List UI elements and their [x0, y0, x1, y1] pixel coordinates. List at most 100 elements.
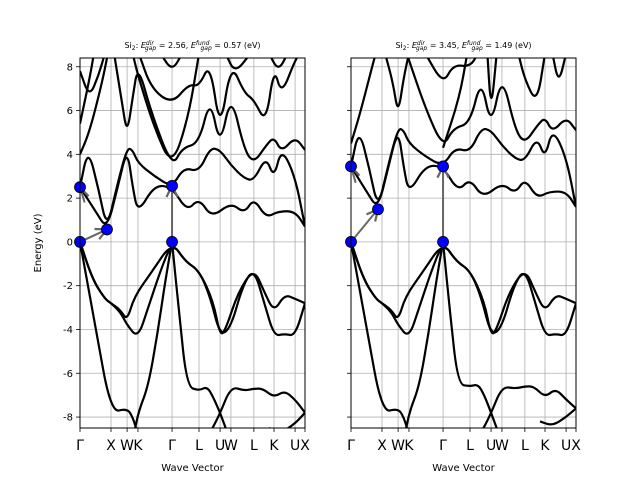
- title-part: = 0.57 (eV): [212, 41, 261, 50]
- axes-frame: [79, 57, 306, 429]
- x-tick-label: W: [391, 438, 405, 454]
- band-line: [351, 241, 409, 428]
- x-tick-label: W: [120, 438, 134, 454]
- title-part: :: [407, 41, 412, 50]
- band-line: [426, 58, 477, 80]
- bands-group: [351, 58, 576, 428]
- band-line: [80, 147, 305, 227]
- y-tick-label: 4: [67, 150, 73, 161]
- x-tick-label: L: [521, 438, 529, 454]
- band-line: [539, 407, 576, 426]
- x-tick-label: L: [466, 438, 474, 454]
- band-line: [80, 58, 105, 93]
- x-axis-label: Wave Vector: [161, 463, 224, 474]
- x-tick-label: X: [106, 438, 116, 454]
- axes-frame: [350, 57, 577, 429]
- x-tick-label: K: [133, 438, 143, 454]
- title-part: E: [462, 41, 468, 50]
- x-tick-label: U: [486, 438, 496, 454]
- x-tick-label: L: [195, 438, 203, 454]
- y-tick-label: 2: [67, 194, 73, 205]
- x-tick-label: U: [215, 438, 225, 454]
- band-line: [518, 58, 546, 97]
- y-tick-label: 8: [67, 62, 73, 73]
- x-tick-label: U: [561, 438, 571, 454]
- y-tick-label: 0: [67, 237, 73, 248]
- x-tick-label: K: [404, 438, 414, 454]
- title-part: gap: [471, 45, 482, 52]
- band-line: [441, 241, 498, 428]
- title-part: dir: [146, 40, 154, 47]
- title-part: gap: [416, 45, 427, 52]
- title-part: fund: [196, 40, 210, 47]
- title-part: dir: [417, 40, 425, 47]
- x-tick-label: Γ: [347, 438, 355, 454]
- band-line: [80, 241, 138, 428]
- band-line: [162, 58, 181, 68]
- band-edge-marker: [437, 236, 449, 248]
- title-part: :: [136, 41, 141, 50]
- title-part: 2: [403, 45, 407, 52]
- band-edge-marker: [166, 236, 178, 248]
- band-line: [441, 58, 468, 149]
- y-tick-label: -4: [63, 325, 73, 336]
- x-tick-label: L: [250, 438, 258, 454]
- band-line: [351, 241, 576, 335]
- x-tick-label: K: [540, 438, 550, 454]
- band-line: [385, 58, 410, 108]
- title-part: = 1.49 (eV): [483, 41, 532, 50]
- title-part: gap: [145, 45, 156, 52]
- x-tick-label: W: [224, 438, 238, 454]
- x-tick-label: X: [571, 438, 581, 454]
- band-line: [405, 241, 445, 428]
- band-line: [269, 411, 305, 428]
- band-edge-marker: [437, 160, 449, 173]
- title-part: = 3.45,: [427, 41, 462, 50]
- y-tick-label: -2: [63, 281, 73, 292]
- band-line: [132, 58, 200, 158]
- panel-title: Si2: Edir gap = 3.45, Efund gap = 1.49 (eV…: [395, 40, 531, 52]
- band-edge-marker: [166, 179, 178, 192]
- band-line: [211, 387, 305, 428]
- title-part: E: [412, 41, 418, 50]
- band-line: [351, 127, 576, 208]
- y-tick-label: 6: [67, 106, 73, 117]
- title-part: = 2.56,: [156, 41, 191, 50]
- band-edge-marker: [101, 223, 113, 236]
- band-line: [407, 58, 576, 143]
- y-tick-label: -6: [63, 369, 73, 380]
- y-tick-label: -8: [63, 413, 73, 424]
- title-part: Si: [124, 41, 131, 50]
- title-part: 2: [132, 45, 136, 52]
- band-line: [270, 58, 287, 68]
- band-line: [113, 58, 305, 162]
- title-part: fund: [467, 40, 481, 47]
- x-tick-label: K: [269, 438, 279, 454]
- band-edge-marker: [372, 203, 384, 216]
- band-line: [351, 58, 376, 144]
- band-line: [134, 241, 174, 428]
- title-part: E: [191, 41, 197, 50]
- x-tick-label: W: [495, 438, 509, 454]
- title-part: Si: [395, 41, 402, 50]
- band-line: [139, 58, 299, 117]
- x-tick-label: U: [290, 438, 300, 454]
- band-line: [80, 58, 109, 155]
- band-line: [482, 385, 576, 428]
- x-axis-label: Wave Vector: [432, 463, 495, 474]
- gap-arrow: [351, 209, 378, 243]
- title-part: gap: [200, 45, 211, 52]
- band-line: [80, 241, 305, 335]
- band-line: [486, 58, 498, 100]
- x-tick-label: Γ: [439, 438, 447, 454]
- x-tick-label: Γ: [168, 438, 176, 454]
- y-axis-label: Energy (eV): [33, 213, 44, 272]
- band-line: [226, 58, 249, 70]
- band-line: [552, 58, 567, 78]
- x-tick-label: X: [377, 438, 387, 454]
- title-part: E: [141, 41, 147, 50]
- band-line: [170, 241, 227, 428]
